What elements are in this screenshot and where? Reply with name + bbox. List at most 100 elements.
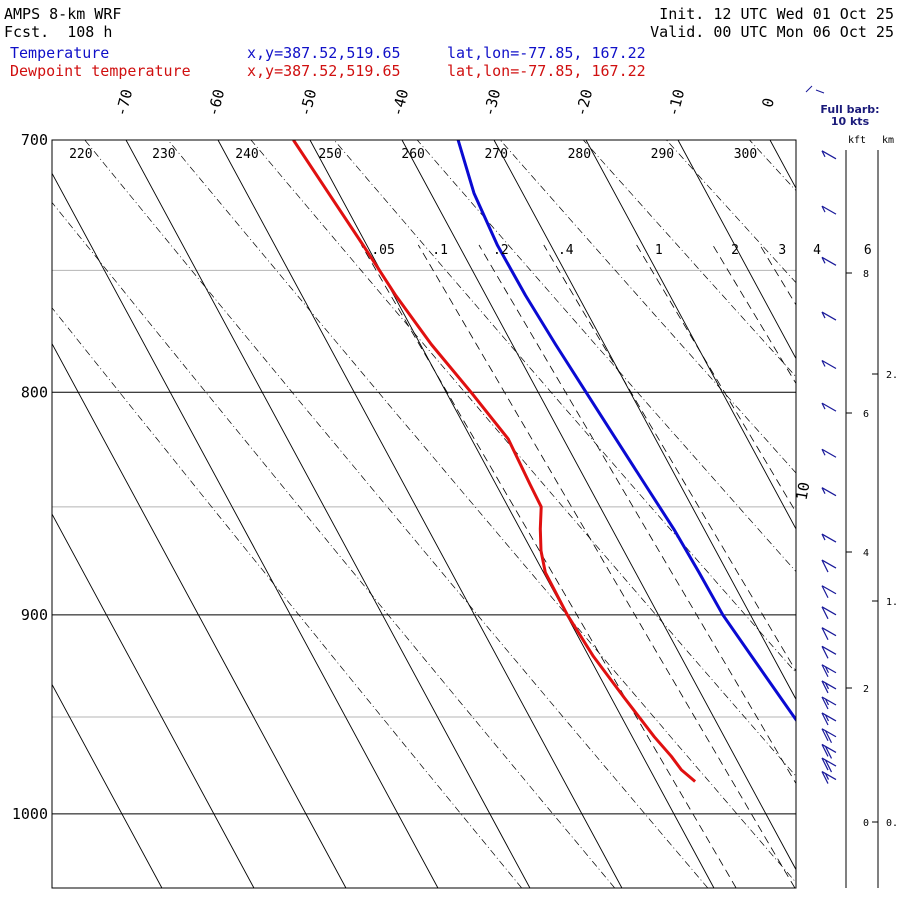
mixing-ratio-line: [417, 244, 796, 888]
temperature-profile: [456, 140, 796, 723]
mixing-ratio-label: .05: [371, 243, 394, 258]
plot-frame: [51, 139, 797, 889]
kft-title: kft: [848, 135, 866, 146]
theta-label: 280: [568, 147, 591, 162]
barb-legend-line1: Full barb:: [820, 103, 880, 116]
dry-adiabat: [52, 201, 615, 888]
wind-barb: [821, 533, 837, 543]
kft-tick-label: 0: [863, 818, 869, 829]
temperature-label: -60: [204, 87, 228, 118]
isotherm: [677, 140, 796, 360]
mixing-ratio-label: .1: [432, 243, 448, 258]
wind-barb: [821, 728, 837, 744]
pressure-label: 900: [21, 606, 48, 624]
kft-tick-label: 6: [863, 409, 869, 420]
wind-barb: [821, 402, 837, 412]
wind-barb: [821, 256, 837, 266]
mixing-ratio-line: [636, 244, 796, 513]
isotherm: [125, 140, 531, 888]
dry-adiabat: [52, 307, 522, 888]
theta-label: 270: [484, 147, 507, 162]
wind-barb: [821, 771, 837, 784]
wind-barb: [821, 680, 837, 694]
latlon-temperature: lat,lon=-77.85, 167.22: [447, 44, 646, 62]
legend-barb: [805, 85, 825, 94]
kft-tick-label: 8: [863, 269, 869, 280]
isotherm: [217, 140, 623, 888]
grid-xy-dewpoint: x,y=387.52,519.65: [247, 62, 401, 80]
mixing-ratio-label: 3: [778, 243, 786, 258]
temperature-legend: Temperature: [10, 44, 110, 62]
valid-time: Valid. 00 UTC Mon 06 Oct 25: [650, 23, 894, 41]
wind-barb: [821, 205, 837, 215]
wind-barb: [821, 645, 837, 659]
theta-label: 240: [235, 147, 258, 162]
theta-label: 290: [651, 147, 674, 162]
temperature-label: -30: [480, 87, 504, 118]
temperature-label: -20: [572, 87, 596, 118]
theta-label: 260: [401, 147, 424, 162]
mixing-ratio-label: 6: [864, 243, 872, 258]
mixing-ratio-line: [883, 245, 900, 888]
wind-barb: [821, 311, 837, 321]
wind-barb: [821, 712, 837, 726]
dewpoint-profile: [292, 140, 697, 783]
pressure-label: 1000: [12, 805, 48, 823]
isotherm: [401, 140, 796, 871]
latlon-dewpoint: lat,lon=-77.85, 167.22: [447, 62, 646, 80]
pressure-label: 800: [21, 383, 48, 401]
temperature-label: -50: [296, 87, 320, 118]
plot-background: [52, 140, 796, 888]
mixing-ratio-line: [478, 244, 796, 785]
theta-label: 230: [152, 147, 175, 162]
wind-barb: [821, 448, 837, 458]
barb-legend-line2: 10 kts: [830, 115, 870, 128]
km-tick-label: 1.: [886, 597, 898, 608]
kft-tick-label: 2: [863, 684, 869, 695]
theta-label: 250: [318, 147, 341, 162]
grid-xy-temperature: x,y=387.52,519.65: [247, 44, 401, 62]
mixing-ratio-label: .4: [558, 243, 574, 258]
wind-barb: [821, 360, 837, 370]
isotherm: [52, 342, 347, 888]
isotherm: [52, 172, 439, 888]
isotherm: [493, 140, 796, 701]
wind-barb: [821, 696, 837, 710]
km-tick-label: 0.: [886, 818, 898, 829]
mixing-ratio-label: 2: [731, 243, 739, 258]
dry-adiabat: [167, 140, 796, 884]
km-title: km: [882, 135, 894, 146]
dewpoint-legend: Dewpoint temperature: [10, 62, 191, 80]
forecast-hour: Fcst. 108 h: [4, 23, 113, 41]
theta-label: 300: [734, 147, 757, 162]
model-title: AMPS 8-km WRF: [4, 5, 122, 23]
isotherm: [52, 683, 163, 888]
wind-barb: [821, 664, 837, 677]
theta-label: 220: [69, 147, 92, 162]
mixing-ratio-label: 4: [813, 243, 821, 258]
mixing-ratio-line: [361, 244, 737, 888]
temperature-label: -10: [664, 87, 688, 118]
dry-adiabat: [583, 140, 796, 378]
mixing-ratio-line: [794, 244, 796, 249]
mixing-ratio-label: .2: [493, 243, 509, 258]
dry-adiabat: [416, 140, 796, 573]
barb-scale-label: 10: [793, 481, 814, 502]
init-time: Init. 12 UTC Wed 01 Oct 25: [659, 5, 894, 23]
mixing-ratio-line: [845, 245, 900, 888]
temperature-label: 0: [758, 96, 778, 109]
wind-barb: [821, 757, 837, 773]
kft-tick-label: 4: [863, 548, 869, 559]
wind-barb: [821, 559, 837, 573]
isotherm: [52, 513, 255, 888]
isotherm: [585, 140, 796, 530]
dry-adiabat: [84, 140, 709, 888]
wind-barb: [821, 487, 837, 497]
mixing-ratio-label: 1: [655, 243, 663, 258]
dry-adiabat: [333, 140, 796, 674]
pressure-label: 700: [21, 131, 48, 149]
mixing-ratio-line: [543, 244, 796, 672]
wind-barb: [821, 743, 837, 759]
wind-barb: [821, 150, 837, 160]
